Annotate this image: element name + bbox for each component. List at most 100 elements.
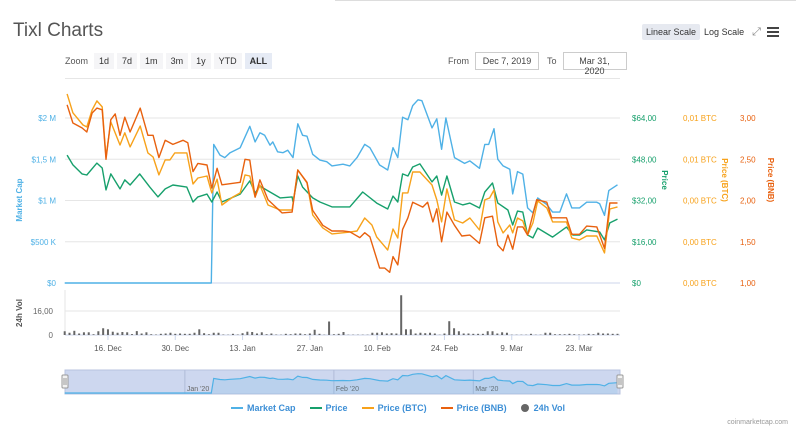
volume-bar [294, 333, 297, 335]
volume-bar [203, 333, 206, 335]
volume-bar [602, 333, 605, 335]
legend-price-bnb[interactable]: Price (BNB) [440, 403, 507, 413]
volume-bar [573, 334, 576, 335]
volume-bar [313, 329, 316, 335]
legend-label: Price (BNB) [456, 403, 507, 413]
x-tick-label: 30. Dec [161, 344, 189, 353]
volume-bar [616, 333, 619, 335]
volume-bar [126, 332, 129, 335]
zoom-1m-button[interactable]: 1m [140, 53, 163, 69]
volume-bar [68, 332, 71, 335]
date-range: From Dec 7, 2019 To Mar 31, 2020 [448, 52, 627, 76]
price-btc-tick-label: 0,01 BTC [683, 114, 717, 123]
volume-bar [121, 332, 124, 335]
to-label: To [547, 56, 557, 66]
volume-bar [544, 332, 547, 335]
credit-link[interactable]: coinmarketcap.com [727, 419, 788, 426]
volume-bar [376, 332, 379, 335]
price-bnb-axis-title: Price (BNB) [766, 158, 775, 203]
volume-bar [429, 332, 432, 335]
zoom-3m-button[interactable]: 3m [165, 53, 189, 69]
zoom-all-button[interactable]: ALL [244, 53, 273, 69]
from-date-input[interactable]: Dec 7, 2019 [475, 52, 539, 70]
volume-bar [501, 332, 504, 335]
volume-bar [82, 332, 85, 335]
price-bnb-series-line [66, 104, 618, 273]
price-btc-tick-label: 0,00 BTC [683, 279, 717, 288]
zoom-7d-button[interactable]: 7d [117, 53, 138, 69]
zoom-1d-button[interactable]: 1d [94, 53, 115, 69]
volume-bar [481, 333, 484, 335]
volume-bar [404, 329, 407, 335]
volume-bar [568, 333, 571, 335]
market-cap-swatch [231, 407, 244, 409]
navigator-handle[interactable] [616, 374, 624, 389]
legend-volume[interactable]: 24h Vol [520, 403, 565, 413]
market-cap-tick-label: $1,5 M [32, 155, 57, 164]
zoom-1y-button[interactable]: 1y [191, 53, 211, 69]
legend-market-cap[interactable]: Market Cap [231, 403, 296, 413]
volume-bar [289, 334, 292, 335]
volume-bar [496, 333, 499, 335]
price-btc-series-line [66, 93, 618, 254]
from-label: From [448, 56, 469, 66]
menu-icon[interactable] [766, 27, 779, 37]
volume-bar [505, 332, 508, 335]
volume-bar [477, 333, 480, 335]
x-tick-label: 9. Mar [500, 344, 523, 353]
volume-bar [179, 333, 182, 335]
log-scale-button[interactable]: Log Scale [704, 27, 745, 37]
navigator-handle[interactable] [61, 374, 69, 389]
legend: Market Cap Price Price (BTC) Price (BNB)… [0, 403, 796, 413]
volume-bar [385, 333, 388, 335]
volume-bar [106, 329, 109, 335]
zoom-label: Zoom [65, 56, 89, 66]
price-swatch [309, 407, 322, 409]
linear-scale-button[interactable]: Linear Scale [642, 24, 701, 40]
price-tick-label: $48,00 [632, 155, 657, 164]
to-date-input[interactable]: Mar 31, 2020 [562, 52, 627, 76]
x-tick-label: 13. Jan [229, 344, 255, 353]
zoom-ytd-button[interactable]: YTD [213, 53, 242, 69]
legend-price-btc[interactable]: Price (BTC) [361, 403, 427, 413]
volume-bar [145, 332, 148, 335]
volume-bar [611, 333, 614, 335]
volume-bar [135, 331, 138, 335]
volume-bar [169, 332, 172, 335]
volume-bar [342, 332, 345, 335]
volume-bar [467, 333, 470, 335]
market-cap-axis-title: Market Cap [15, 178, 24, 221]
volume-bar [448, 321, 451, 335]
fullscreen-icon[interactable]: ⤢ [752, 25, 761, 38]
legend-price[interactable]: Price [309, 403, 348, 413]
volume-bar [395, 333, 398, 335]
volume-bar [554, 334, 557, 335]
price-tick-label: $32,00 [632, 197, 657, 206]
volume-bar [260, 332, 263, 335]
volume-bar [419, 332, 422, 335]
volume-bar [529, 333, 532, 335]
price-series-line [66, 154, 618, 241]
volume-bar [212, 332, 215, 335]
price-tick-label: $16,00 [632, 238, 657, 247]
volume-bar [174, 333, 177, 335]
volume-bar [188, 333, 191, 335]
price-btc-tick-label: 0,00 BTC [683, 238, 717, 247]
volume-bar [337, 333, 340, 335]
legend-label: Market Cap [247, 403, 296, 413]
volume-bar [102, 328, 105, 335]
volume-bar [150, 334, 153, 335]
x-tick-label: 24. Feb [431, 344, 459, 353]
price-bnb-tick-label: 1,00 [740, 279, 756, 288]
x-tick-label: 27. Jan [297, 344, 323, 353]
volume-tick-label: 0 [49, 331, 54, 340]
market-cap-tick-label: $1 M [38, 197, 56, 206]
volume-bar [308, 333, 311, 335]
volume-bar [332, 334, 335, 335]
volume-bar [116, 332, 119, 335]
volume-bar [270, 333, 273, 335]
legend-label: Price (BTC) [377, 403, 427, 413]
top-border [335, 0, 796, 1]
legend-label: 24h Vol [533, 403, 565, 413]
volume-bar [409, 329, 412, 335]
